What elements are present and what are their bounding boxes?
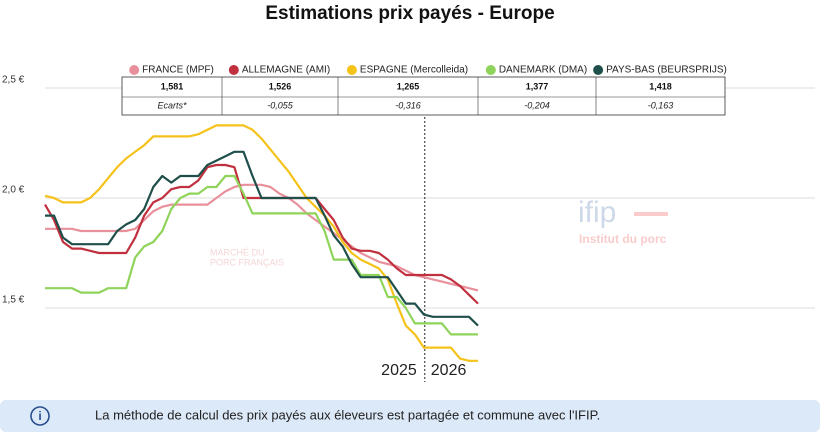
legend-table [121,76,726,116]
price-cell: 1,581 [161,81,184,91]
y-tick-label: 1,5 € [2,295,25,306]
legend-marker [228,65,239,75]
watermark-left: MARCHÉ DU PORC FRANÇAIS [210,247,284,267]
info-icon [30,406,50,426]
gap-cell: -0,055 [267,100,294,110]
gap-label: Ecarts* [157,100,187,110]
gap-cell: -0,163 [648,100,674,110]
legend-marker [346,65,357,75]
y-tick-label: 2,5 € [2,75,25,86]
legend-label: FRANCE (MPF) [142,65,214,76]
legend-marker [593,65,604,75]
legend-label: ESPAGNE (Mercolleida) [360,65,468,76]
gap-cell: -0,316 [395,100,421,110]
watermark-text: Institut du porc [579,232,667,246]
gap-cell: -0,204 [524,100,550,110]
price-cell: 1,526 [269,81,292,91]
year-label: 2025 [381,362,417,379]
series-line [44,124,478,362]
year-label: 2026 [431,362,467,379]
legend-label: DANEMARK (DMA) [499,65,587,76]
price-cell: 1,418 [649,81,672,91]
y-tick-label: 2,0 € [2,185,25,196]
legend-label: ALLEMAGNE (AMI) [242,65,330,76]
legend-marker [129,65,140,75]
legend-marker [485,65,496,75]
price-cell: 1,265 [397,81,420,91]
price-cell: 1,377 [526,81,549,91]
legend-label: PAYS-BAS (BEURSPRIJS) [606,65,727,76]
series-line [45,150,479,327]
series-line [45,174,478,336]
watermark-text: MARCHÉ DU [210,247,265,257]
info-icon-glyph: i [38,409,41,423]
watermark-bar [634,212,668,216]
watermark-text: ifip [578,196,616,229]
info-box [0,400,820,432]
footnote: La méthode de calcul des prix payés aux … [95,407,600,422]
chart-title: Estimations prix payés - Europe [265,3,554,24]
watermark-right: ifip Institut du porc [578,196,668,246]
watermark-text: PORC FRANÇAIS [210,257,284,267]
